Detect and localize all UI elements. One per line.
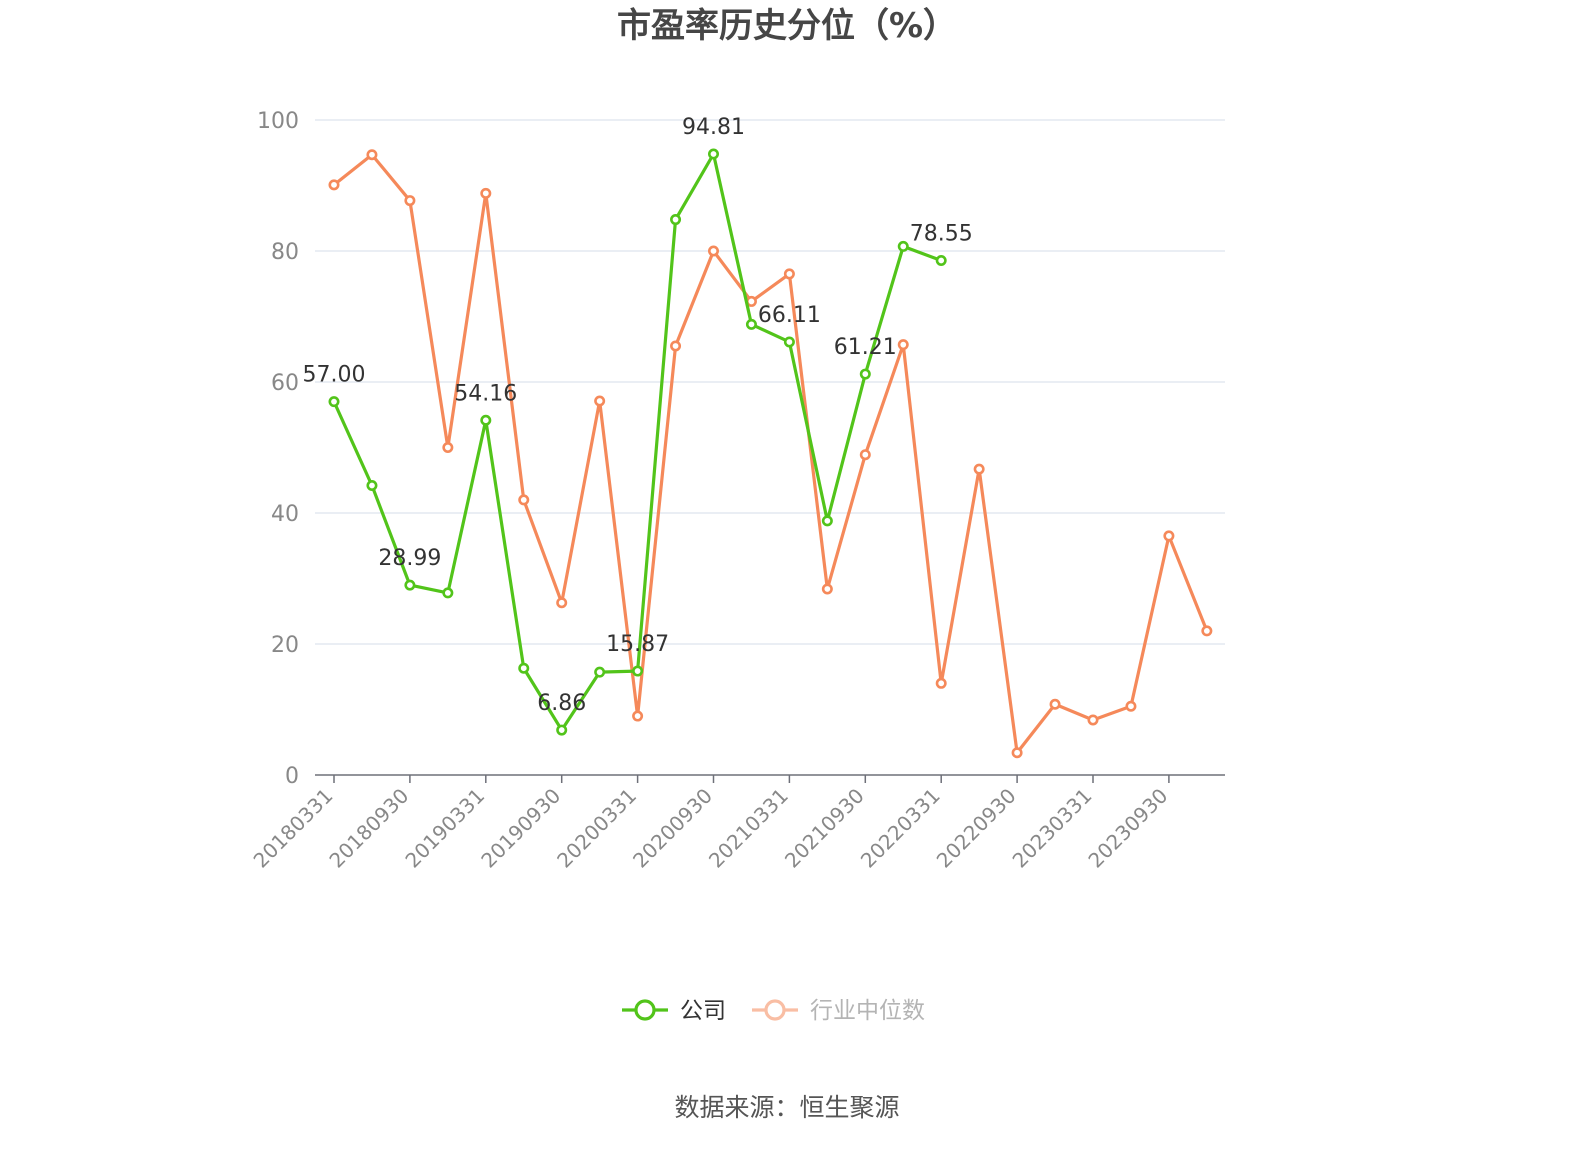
data-point[interactable] (480, 414, 492, 426)
data-point[interactable] (404, 195, 416, 207)
data-point[interactable] (518, 662, 530, 674)
data-point[interactable] (707, 148, 719, 160)
x-tick-label: 20230930 (1083, 784, 1172, 873)
chart-title: 市盈率历史分位（%） (616, 6, 958, 46)
x-tick-label: 20210331 (704, 784, 793, 873)
data-label: 78.55 (910, 221, 973, 246)
x-tick-label: 20220331 (856, 784, 945, 873)
data-label: 66.11 (758, 303, 821, 328)
data-point[interactable] (973, 463, 985, 475)
x-tick-label: 20180930 (324, 784, 413, 873)
data-point[interactable] (518, 494, 530, 506)
data-label: 94.81 (682, 115, 745, 140)
y-tick-label: 80 (271, 240, 299, 265)
y-tick-label: 40 (271, 502, 299, 527)
data-label: 54.16 (454, 381, 517, 406)
data-point[interactable] (935, 254, 947, 266)
data-label: 61.21 (834, 335, 897, 360)
data-point[interactable] (670, 340, 682, 352)
legend-marker-icon (764, 999, 786, 1021)
data-point[interactable] (632, 710, 644, 722)
data-point[interactable] (480, 187, 492, 199)
series-1 (328, 149, 1213, 759)
data-point[interactable] (821, 515, 833, 527)
data-point[interactable] (1125, 700, 1137, 712)
data-point[interactable] (670, 214, 682, 226)
data-point[interactable] (783, 268, 795, 280)
data-point[interactable] (707, 245, 719, 257)
grid-lines (315, 119, 1225, 645)
x-tick-label: 20210930 (780, 784, 869, 873)
x-tick-label: 20200930 (628, 784, 717, 873)
data-point[interactable] (328, 179, 340, 191)
data-point[interactable] (859, 368, 871, 380)
x-tick-label: 20230331 (1008, 784, 1097, 873)
x-tick-label: 20180331 (249, 784, 338, 873)
data-point[interactable] (328, 396, 340, 408)
axes: 0 20 40 60 80 100 2018033120180930201903312019… (249, 109, 1225, 873)
data-point[interactable] (1049, 698, 1061, 710)
x-tick-label: 20190331 (400, 784, 489, 873)
data-point[interactable] (1011, 747, 1023, 759)
data-point[interactable] (594, 395, 606, 407)
x-tick-label: 20190930 (476, 784, 565, 873)
data-point[interactable] (783, 336, 795, 348)
y-tick-label: 0 (285, 764, 299, 789)
data-point[interactable] (442, 441, 454, 453)
data-point[interactable] (366, 479, 378, 491)
data-point[interactable] (859, 449, 871, 461)
data-point[interactable] (632, 665, 644, 677)
data-label: 57.00 (303, 363, 366, 388)
legend-label: 公司 (680, 998, 726, 1024)
data-point[interactable] (935, 677, 947, 689)
source-note: 数据来源：恒生聚源 (674, 1093, 900, 1122)
data-point[interactable] (897, 240, 909, 252)
data-point[interactable] (442, 587, 454, 599)
data-point[interactable] (1163, 530, 1175, 542)
series-line (333, 153, 1209, 755)
series-lines (328, 148, 1213, 759)
data-point[interactable] (745, 318, 757, 330)
data-point[interactable] (556, 597, 568, 609)
data-point[interactable] (556, 724, 568, 736)
data-point[interactable] (404, 579, 416, 591)
y-tick-label: 20 (271, 633, 299, 658)
legend: 公司 行业中位数 (622, 998, 925, 1024)
data-labels: 57.00 28.99 54.16 6.86 15.87 94.81 66.11 61.21 7… (303, 115, 973, 716)
legend-label: 行业中位数 (810, 998, 925, 1024)
series-0 (328, 148, 947, 736)
data-point[interactable] (821, 583, 833, 595)
data-point[interactable] (897, 339, 909, 351)
legend-marker-icon (634, 999, 656, 1021)
legend-item-1[interactable]: 行业中位数 (752, 998, 925, 1024)
data-point[interactable] (1201, 625, 1213, 637)
data-label: 6.86 (537, 691, 586, 716)
data-label: 28.99 (378, 546, 441, 571)
x-tick-label: 20200331 (552, 784, 641, 873)
data-point[interactable] (366, 149, 378, 161)
legend-item-0[interactable]: 公司 (622, 998, 726, 1024)
y-tick-label: 60 (271, 371, 299, 396)
data-point[interactable] (1087, 714, 1099, 726)
data-point[interactable] (594, 666, 606, 678)
x-tick-label: 20220930 (932, 784, 1021, 873)
data-label: 15.87 (606, 632, 669, 657)
y-tick-label: 100 (257, 109, 299, 134)
